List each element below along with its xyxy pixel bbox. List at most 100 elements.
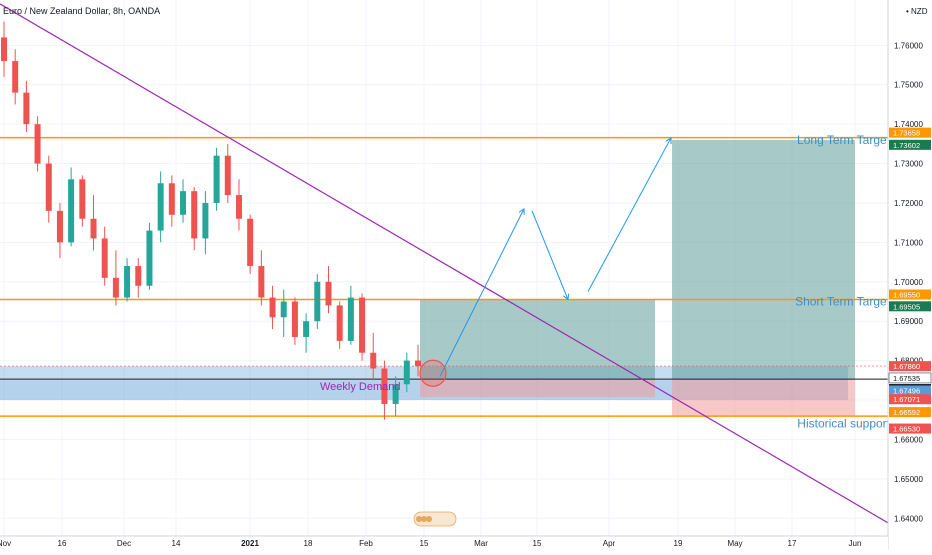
x-tick-label: Nov	[0, 539, 11, 548]
price-tag-box	[889, 385, 931, 396]
time-axis-bg	[0, 536, 888, 550]
candle-body	[1, 37, 7, 62]
short-term-risk-box	[420, 379, 655, 398]
candle-body	[415, 360, 421, 367]
y-tick-label: 1.71000	[894, 238, 923, 247]
x-tick-label: 2021	[241, 539, 259, 548]
candle-body	[258, 266, 265, 298]
candles	[1, 21, 421, 420]
candle-body	[370, 352, 377, 369]
candle-body	[90, 218, 97, 239]
projection-arrow	[531, 210, 569, 300]
candle-body	[213, 155, 220, 203]
candle-body	[12, 61, 19, 93]
candle-body	[224, 155, 231, 196]
arrow-head	[518, 207, 525, 215]
x-tick-label: May	[727, 539, 742, 548]
candle-body	[191, 191, 198, 239]
y-tick-label: 1.73000	[894, 160, 923, 169]
candle-body	[202, 202, 209, 239]
price-tag-label: 1.67535	[893, 374, 920, 383]
y-tick-label: 1.64000	[894, 514, 923, 523]
projection-arrow	[587, 137, 672, 292]
short-term-target-label: Short Term Target	[795, 295, 891, 309]
x-tick-label: 14	[172, 539, 181, 548]
price-tag-box	[889, 361, 931, 372]
descending-trendline	[0, 3, 896, 528]
y-tick-label: 1.69000	[894, 317, 923, 326]
x-tick-label: Feb	[359, 539, 373, 548]
time-axis: Nov 16 Dec 14 2021 18 Feb 15 Mar 15 Apr 19 May 17 Jun	[0, 511, 888, 550]
candle-body	[381, 368, 388, 404]
candle-body	[146, 230, 153, 286]
candle-body	[247, 218, 254, 267]
candle-body	[347, 297, 354, 341]
candle-body	[235, 195, 242, 219]
candle-body	[56, 210, 63, 243]
y-tick-label: 1.70000	[894, 278, 923, 287]
x-tick-label: 18	[304, 539, 313, 548]
event-icon	[426, 516, 432, 522]
x-tick-label: 15	[533, 539, 542, 548]
weekly-demand-label: Weekly Demand	[320, 381, 401, 393]
trade-zones	[0, 139, 855, 417]
long-term-risk-box	[672, 379, 855, 417]
candle-body	[359, 297, 366, 353]
y-tick-label: 1.74000	[894, 120, 923, 129]
price-tag-box	[889, 289, 931, 300]
price-tag-box	[889, 407, 931, 418]
long-term-target-label: Long Term Target	[797, 133, 891, 147]
candle-body	[101, 238, 108, 278]
x-tick-label: 17	[788, 539, 797, 548]
candle-body	[112, 277, 119, 298]
candle-body	[34, 124, 41, 164]
candle-body	[280, 301, 287, 318]
y-tick-label: 1.66000	[894, 435, 923, 444]
symbol-title: Euro / New Zealand Dollar, 8h, OANDA	[3, 6, 161, 16]
x-tick-label: Dec	[117, 539, 131, 548]
price-tag-label: 1.73602	[893, 141, 920, 150]
price-axis-bg	[888, 0, 932, 550]
candle-body	[325, 281, 332, 306]
candle-body	[45, 163, 52, 211]
candle-body	[79, 179, 86, 219]
drawings: Long Term Target Short Term Target Histori…	[0, 3, 896, 528]
price-tag-label: 1.66592	[893, 408, 920, 417]
long-term-reward-box	[672, 139, 855, 380]
event-icon	[421, 516, 427, 522]
arrow-head	[563, 293, 570, 301]
price-axis: • NZD 1.76000 1.75000 1.74000 1.73000 1.72000…	[887, 0, 932, 550]
candle-body	[180, 191, 187, 215]
y-tick-label: 1.76000	[894, 41, 923, 50]
price-tag-box	[889, 301, 931, 312]
currency-label: • NZD	[906, 7, 928, 16]
x-tick-label: 15	[420, 539, 429, 548]
candle-body	[403, 360, 410, 385]
y-tick-label: 1.75000	[894, 81, 923, 90]
event-icon	[416, 516, 422, 522]
candle-body	[124, 266, 131, 298]
price-tag-label: 1.67496	[893, 386, 920, 395]
price-tag-label: 1.67071	[893, 395, 920, 404]
entry-circle	[419, 359, 447, 387]
price-tag-box	[889, 139, 931, 150]
price-tag-box	[888, 372, 932, 384]
price-tag-label: 1.69550	[893, 291, 920, 300]
price-tag-label: 1.69505	[893, 302, 920, 311]
events-badge-bg	[413, 511, 457, 527]
projection-arrow	[439, 208, 525, 377]
y-tick-label: 1.68000	[894, 357, 923, 366]
candle-body	[303, 321, 310, 337]
historical-support-label: Historical support	[797, 417, 890, 431]
candle-body	[68, 179, 75, 243]
y-tick-label: 1.65000	[894, 475, 923, 484]
candle-body	[23, 92, 30, 125]
candle-body	[314, 281, 321, 322]
x-tick-label: Apr	[603, 539, 616, 548]
candle-body	[135, 266, 142, 286]
x-tick-label: Mar	[474, 539, 488, 548]
candle-body	[392, 384, 399, 404]
x-tick-label: Jun	[849, 539, 862, 548]
